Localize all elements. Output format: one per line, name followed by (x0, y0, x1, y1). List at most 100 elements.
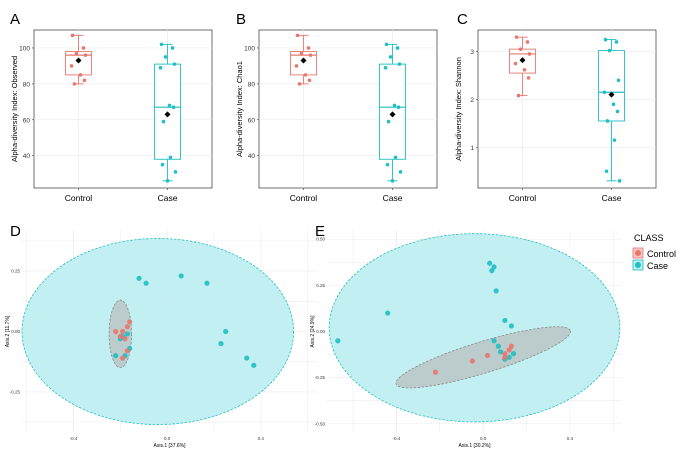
data-point (160, 162, 165, 167)
data-point (167, 103, 172, 108)
y-tick-label: 80 (23, 81, 31, 88)
data-point-case (178, 273, 184, 279)
data-point (74, 51, 79, 56)
x-tick-label: 0.4 (258, 436, 265, 441)
data-point-case (495, 343, 501, 349)
data-point (295, 33, 300, 38)
y-axis-label: Alpha-diversity Index: Chao1 (235, 61, 244, 157)
data-point (173, 170, 178, 174)
y-axis-label: Axis.2 [11.7%] (5, 315, 11, 347)
data-point (303, 73, 308, 77)
data-point-control (117, 333, 123, 339)
data-point-case (510, 351, 517, 357)
data-point (516, 93, 521, 98)
plot-area-B (258, 29, 438, 189)
y-axis-label: Alpha-diversity Index: Shannon (454, 57, 463, 161)
data-point-control (508, 343, 514, 349)
data-point (307, 78, 312, 83)
data-point-case (491, 264, 497, 270)
legend-dot-case (635, 262, 641, 268)
confidence-ellipse-case (21, 238, 294, 425)
y-tick-label: 1 (470, 145, 474, 152)
y-tick-label: 0.25 (316, 283, 325, 288)
panel-B: 40 60 80 100 Alpha-diversity Index: Chao1 Con… (235, 33, 406, 203)
legend-label-control: Control (647, 249, 676, 259)
confidence-ellipse-case (328, 233, 621, 423)
data-point (306, 46, 311, 50)
mean-marker (389, 111, 396, 118)
legend-item-case: Case (632, 259, 668, 271)
data-point-case (218, 340, 224, 347)
data-point-case (502, 317, 508, 324)
data-point (518, 47, 523, 51)
data-point (294, 64, 299, 68)
y-tick-label: 0.00 (316, 329, 325, 334)
plot-area-C (477, 29, 657, 189)
data-point (308, 53, 313, 57)
data-point-case (136, 275, 142, 281)
y-tick-label: 3 (470, 49, 474, 56)
legend-title: CLASS (634, 233, 664, 243)
data-point (388, 55, 393, 59)
panel-letter-A: A (10, 11, 20, 28)
legend-item-control: Control (632, 247, 676, 259)
data-point-case (506, 354, 512, 360)
data-point (607, 48, 612, 53)
data-point (168, 155, 173, 160)
x-tick-label: Case (158, 193, 178, 203)
y-tick-label: 0.00 (11, 329, 20, 334)
y-tick-label: -0.25 (315, 375, 326, 380)
data-point-case (251, 362, 257, 368)
data-point (390, 179, 395, 183)
data-point (69, 64, 74, 68)
data-point (602, 90, 607, 95)
x-axis-label: Axis.1 [30.2%] (459, 443, 492, 449)
confidence-ellipse-control (395, 326, 571, 389)
legend-dot-control (635, 250, 641, 256)
data-point (393, 155, 398, 160)
y-tick-label: 60 (23, 117, 31, 124)
data-point (604, 169, 609, 174)
legend: CLASS Control Case (632, 233, 676, 271)
data-point (395, 46, 400, 50)
data-point-case (124, 331, 130, 337)
data-point-control (124, 324, 130, 330)
x-tick-label: 0.0 (164, 436, 171, 441)
panel-letter-C: C (457, 11, 468, 28)
data-point (615, 109, 620, 114)
data-point (172, 62, 177, 66)
data-point (386, 119, 391, 124)
data-point (612, 138, 617, 142)
data-point-case (143, 280, 149, 286)
data-point-case (113, 353, 119, 359)
panel-E: -0.4 0.0 0.4 -0.50 -0.25 0.00 0.25 0.50 Axis.1 [… (310, 233, 621, 449)
x-tick-label: Case (383, 193, 403, 203)
data-point (170, 46, 175, 50)
x-tick-label: -0.4 (393, 436, 401, 441)
data-point (614, 40, 619, 44)
data-point-case (491, 338, 497, 344)
data-point (384, 42, 389, 47)
data-point (159, 42, 164, 47)
panel-D: -0.4 0.0 0.4 -0.25 0.00 0.25 Axis.1 [37.6%] Axi… (5, 238, 294, 449)
data-point (617, 179, 622, 183)
data-point (297, 82, 302, 86)
data-point-case (497, 349, 504, 355)
x-tick-label: Control (509, 193, 537, 203)
data-point-case (244, 355, 250, 361)
data-point (603, 37, 608, 42)
data-point (70, 33, 75, 38)
data-point-case (508, 323, 514, 329)
legend-label-case: Case (647, 261, 668, 271)
data-point (396, 105, 401, 110)
data-point (392, 103, 397, 108)
data-point (82, 78, 87, 83)
data-point (299, 51, 304, 56)
data-point-case (487, 260, 493, 266)
data-point (514, 35, 519, 39)
x-tick-label: Control (290, 193, 318, 203)
data-point (611, 102, 616, 107)
data-point (522, 67, 527, 72)
